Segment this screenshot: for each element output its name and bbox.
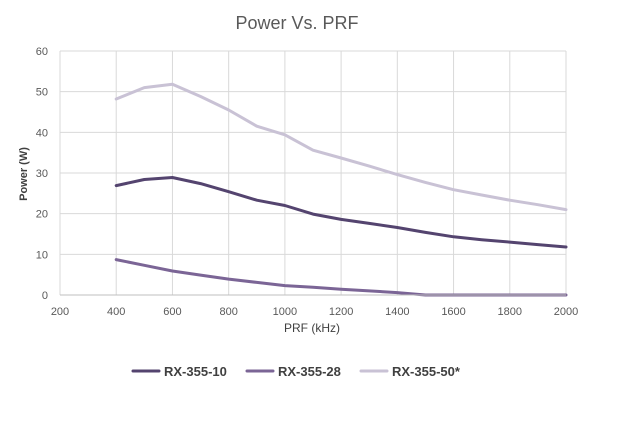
x-tick-label: 800	[219, 306, 237, 318]
x-tick-label: 400	[107, 306, 125, 318]
y-tick-label: 10	[36, 249, 48, 261]
legend-label-rx-355-50: RX-355-50*	[392, 364, 461, 379]
x-tick-label: 200	[51, 306, 69, 318]
y-tick-label: 50	[36, 87, 48, 99]
y-tick-label: 0	[42, 290, 48, 302]
x-tick-label: 600	[163, 306, 181, 318]
series-line-rx-355-50	[114, 82, 568, 212]
chart-title: Power Vs. PRF	[235, 13, 358, 33]
x-tick-label: 1400	[385, 306, 409, 318]
x-tick-label: 2000	[554, 306, 578, 318]
y-axis-label: Power (W)	[18, 147, 30, 201]
legend-label-rx-355-28: RX-355-28	[278, 364, 341, 379]
y-tick-label: 20	[36, 209, 48, 221]
legend-label-rx-355-10: RX-355-10	[164, 364, 227, 379]
x-tick-label: 1000	[273, 306, 297, 318]
y-tick-label: 40	[36, 127, 48, 139]
axis-layer: 0 10 20 30 40 50 60 200 400 600 800 1000 1200 1400 160…	[36, 46, 578, 318]
x-axis-label: PRF (kHz)	[284, 321, 340, 335]
y-tick-label: 60	[36, 46, 48, 58]
x-tick-label: 1800	[498, 306, 522, 318]
legend: RX-355-10 RX-355-28 RX-355-50*	[131, 364, 461, 379]
x-tick-label: 1200	[329, 306, 353, 318]
series-line-rx-355-10	[114, 176, 568, 249]
grid-layer	[59, 50, 567, 296]
y-tick-label: 30	[36, 168, 48, 180]
x-tick-label: 1600	[441, 306, 465, 318]
